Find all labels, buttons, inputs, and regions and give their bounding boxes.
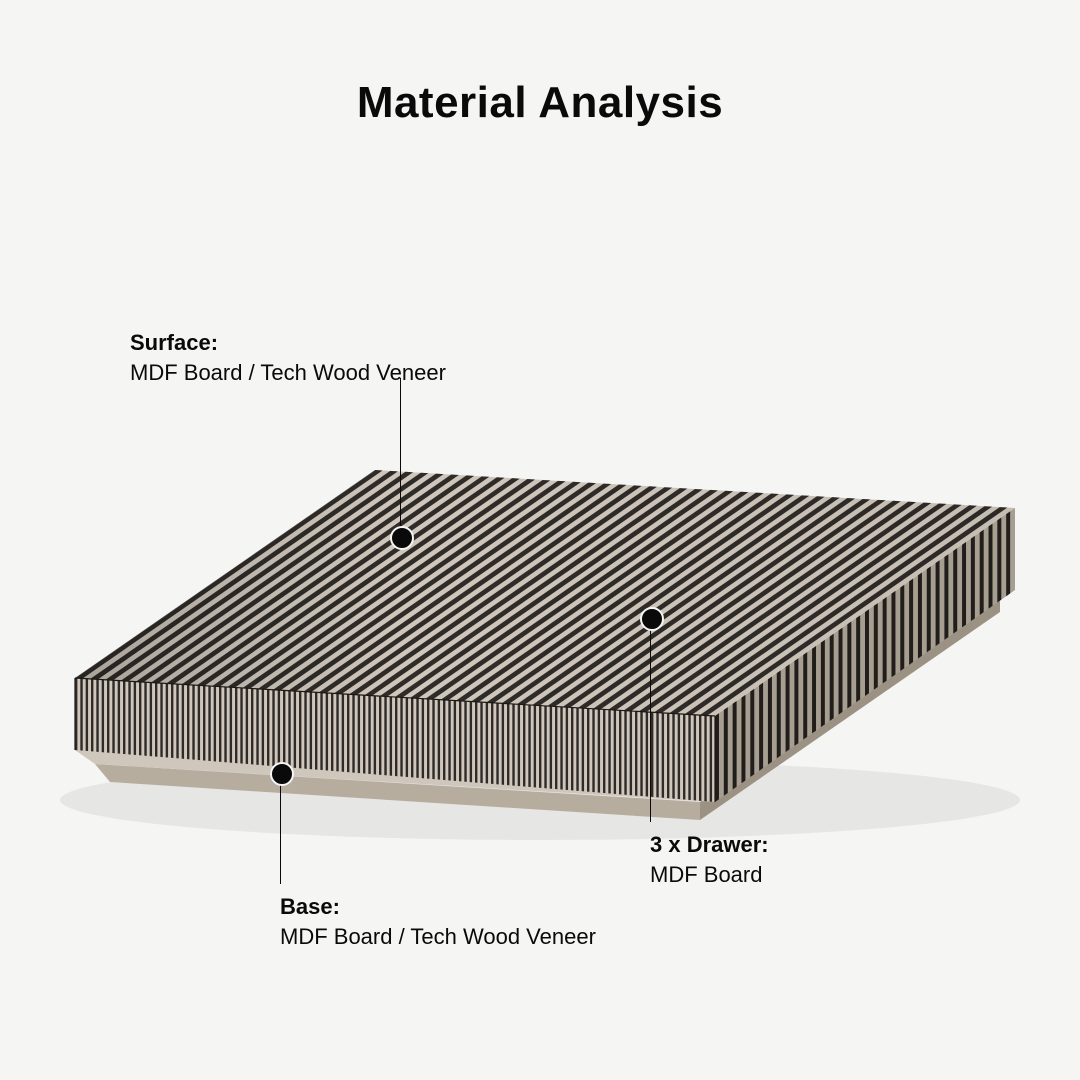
drawer-desc: MDF Board	[650, 862, 762, 887]
surface-desc: MDF Board / Tech Wood Veneer	[130, 360, 446, 385]
base-leader	[280, 772, 282, 884]
base-desc: MDF Board / Tech Wood Veneer	[280, 924, 596, 949]
base-title: Base:	[280, 894, 340, 919]
base-callout: Base: MDF Board / Tech Wood Veneer	[280, 892, 596, 951]
drawer-callout: 3 x Drawer: MDF Board	[650, 830, 769, 889]
drawer-title: 3 x Drawer:	[650, 832, 769, 857]
surface-leader	[400, 378, 402, 536]
surface-dot-icon	[390, 526, 414, 550]
drawer-dot-icon	[640, 607, 664, 631]
drawer-leader	[650, 617, 652, 822]
surface-title: Surface:	[130, 330, 218, 355]
base-dot-icon	[270, 762, 294, 786]
surface-callout: Surface: MDF Board / Tech Wood Veneer	[130, 328, 446, 387]
